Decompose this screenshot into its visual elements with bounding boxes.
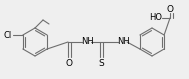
Text: S: S	[98, 59, 104, 67]
Text: O: O	[66, 59, 73, 67]
Text: Cl: Cl	[4, 30, 12, 40]
Text: NH: NH	[117, 38, 129, 47]
Text: HO: HO	[149, 14, 163, 23]
Text: O: O	[167, 6, 174, 15]
Text: NH: NH	[81, 38, 93, 47]
